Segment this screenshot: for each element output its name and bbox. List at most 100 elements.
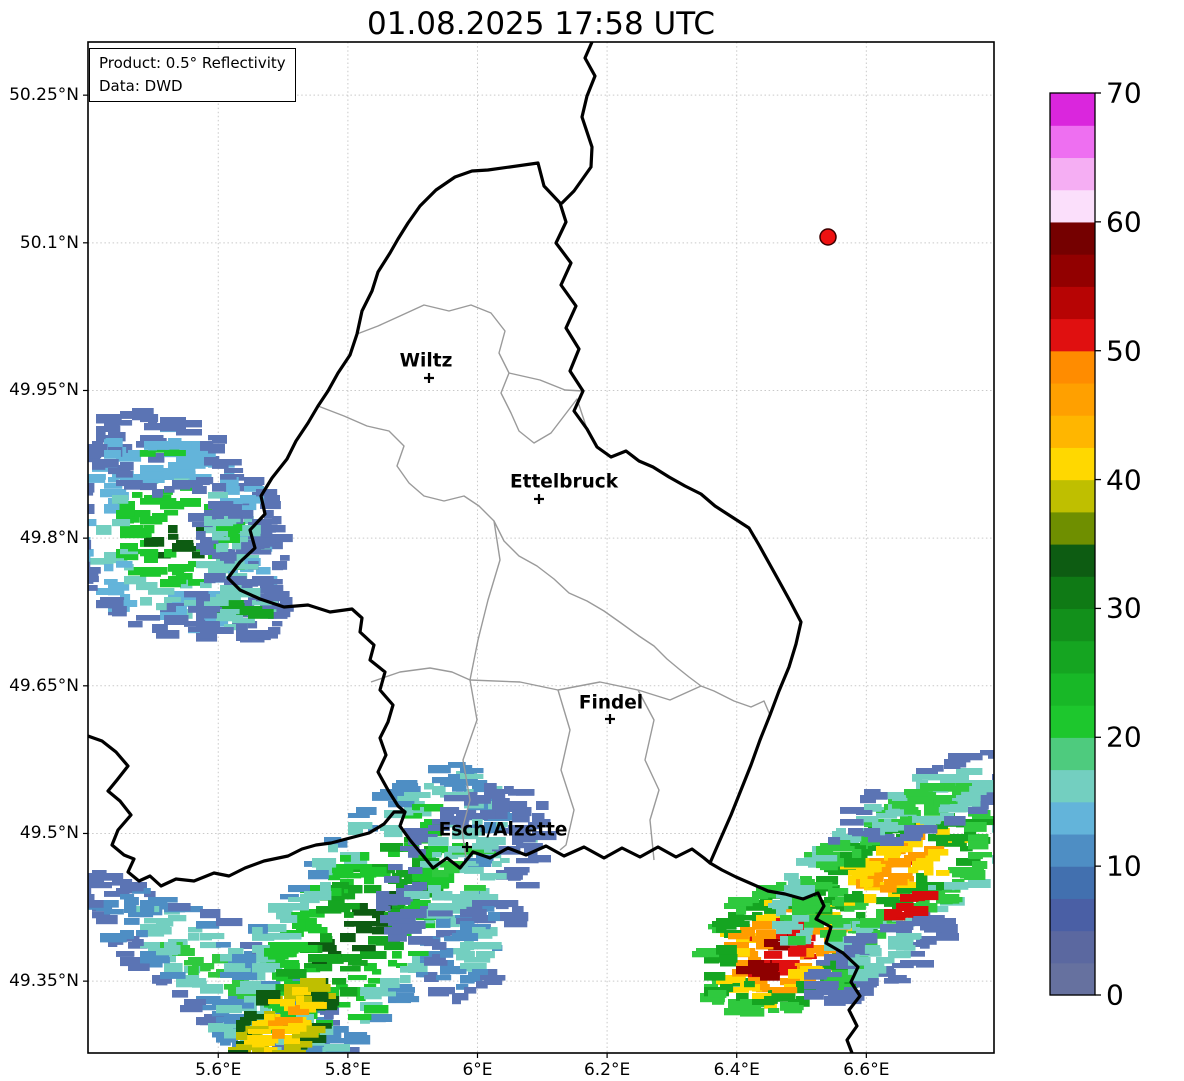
radar-cell — [868, 978, 879, 986]
y-axis-tick-label: 50.25°N — [9, 85, 79, 106]
radar-cell — [364, 993, 382, 1000]
radar-cell — [304, 963, 330, 969]
radar-cell — [988, 753, 994, 759]
radar-cell — [876, 813, 898, 819]
radar-cell — [176, 540, 194, 546]
radar-cell — [852, 939, 867, 948]
radar-cell — [172, 471, 196, 479]
radar-cell — [256, 567, 271, 575]
radar-cell — [120, 474, 141, 484]
radar-cell — [320, 1026, 334, 1035]
radar-cell — [744, 927, 756, 937]
radar-cell — [208, 492, 228, 499]
radar-cell — [764, 963, 778, 973]
radar-cell — [1000, 828, 1019, 835]
radar-cell — [484, 783, 497, 793]
radar-cell — [312, 858, 337, 868]
radar-cell — [832, 858, 854, 867]
radar-cell — [488, 969, 498, 977]
radar-cell — [88, 504, 95, 514]
radar-cell — [184, 600, 200, 606]
radar-cell — [180, 498, 201, 507]
radar-cell — [56, 507, 69, 514]
radar-cell — [244, 486, 265, 492]
radar-cell — [164, 615, 189, 625]
radar-cell — [128, 450, 140, 458]
radar-cell — [100, 933, 127, 943]
radar-cell — [216, 1035, 238, 1043]
radar-cell — [848, 957, 871, 966]
radar-cell — [880, 837, 904, 846]
radar-cell — [408, 963, 428, 973]
radar-cell — [112, 609, 127, 617]
radar-cell — [452, 831, 479, 840]
radar-cell — [168, 525, 178, 534]
radar-cell — [956, 858, 981, 866]
radar-cell — [272, 1005, 286, 1013]
radar-cell — [472, 915, 496, 924]
city-label: Esch/Alzette — [438, 819, 568, 841]
radar-cell — [388, 933, 407, 942]
radar-cell — [152, 468, 174, 476]
radar-cell — [816, 987, 838, 996]
radar-cell — [964, 822, 987, 832]
colorbar-segment — [1050, 286, 1095, 320]
radar-cell — [228, 576, 241, 583]
radar-cell — [880, 885, 897, 893]
radar-cell — [132, 939, 144, 947]
info-box: Product: 0.5° Reflectivity Data: DWD — [89, 48, 296, 102]
radar-cell — [172, 480, 191, 490]
radar-cell — [832, 966, 859, 976]
radar-cell — [856, 912, 866, 920]
radar-cell — [268, 1068, 281, 1077]
radar-cell — [252, 1077, 277, 1081]
radar-cell — [740, 903, 766, 911]
radar-cell — [220, 600, 244, 607]
radar-cell — [168, 534, 179, 540]
radar-cell — [216, 543, 229, 553]
radar-cell — [144, 957, 170, 964]
colorbar-segment — [1050, 350, 1095, 384]
radar-cell — [976, 786, 994, 793]
radar-cell — [256, 981, 281, 987]
radar-cell — [764, 939, 779, 947]
radar-cell — [68, 549, 84, 558]
radar-cell — [532, 831, 557, 841]
radar-cell — [956, 807, 967, 813]
radar-cell — [160, 423, 181, 432]
radar-cell — [992, 825, 994, 833]
radar-cell — [1012, 810, 1029, 819]
radar-cell — [888, 891, 903, 899]
radar-cell — [736, 993, 749, 1001]
radar-cell — [480, 810, 496, 819]
district-border — [461, 520, 501, 859]
radar-cell — [316, 945, 337, 952]
colorbar-segment — [1050, 801, 1095, 835]
radar-cell — [448, 762, 466, 768]
radar-cell — [472, 909, 487, 917]
radar-cell — [376, 891, 390, 898]
radar-cell — [252, 1020, 277, 1029]
radar-cell — [120, 894, 135, 900]
radar-cell — [120, 594, 131, 602]
radar-cell — [220, 591, 241, 601]
radar-cell — [856, 933, 878, 943]
radar-cell — [292, 921, 306, 929]
radar-cell — [152, 489, 163, 498]
radar-cell — [412, 882, 427, 891]
colorbar-segment — [1050, 415, 1095, 448]
colorbar-segment — [1050, 221, 1095, 255]
radar-cell — [352, 945, 376, 952]
radar-cell — [288, 1056, 305, 1065]
radar-cell — [220, 534, 240, 543]
radar-cell — [416, 867, 439, 876]
radar-cell — [200, 537, 219, 544]
radar-cell — [340, 966, 361, 972]
colorbar-segment — [1050, 157, 1095, 191]
radar-cell — [92, 912, 111, 919]
radar-cell — [480, 837, 506, 846]
radar-cell — [832, 930, 847, 937]
radar-cell — [928, 804, 939, 814]
radar-cell — [780, 978, 800, 986]
radar-cell — [348, 1014, 372, 1021]
